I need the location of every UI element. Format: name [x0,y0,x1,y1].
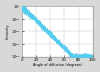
Y-axis label: Intensity: Intensity [6,24,10,39]
X-axis label: Angle of diffusion (degrees): Angle of diffusion (degrees) [33,63,82,67]
